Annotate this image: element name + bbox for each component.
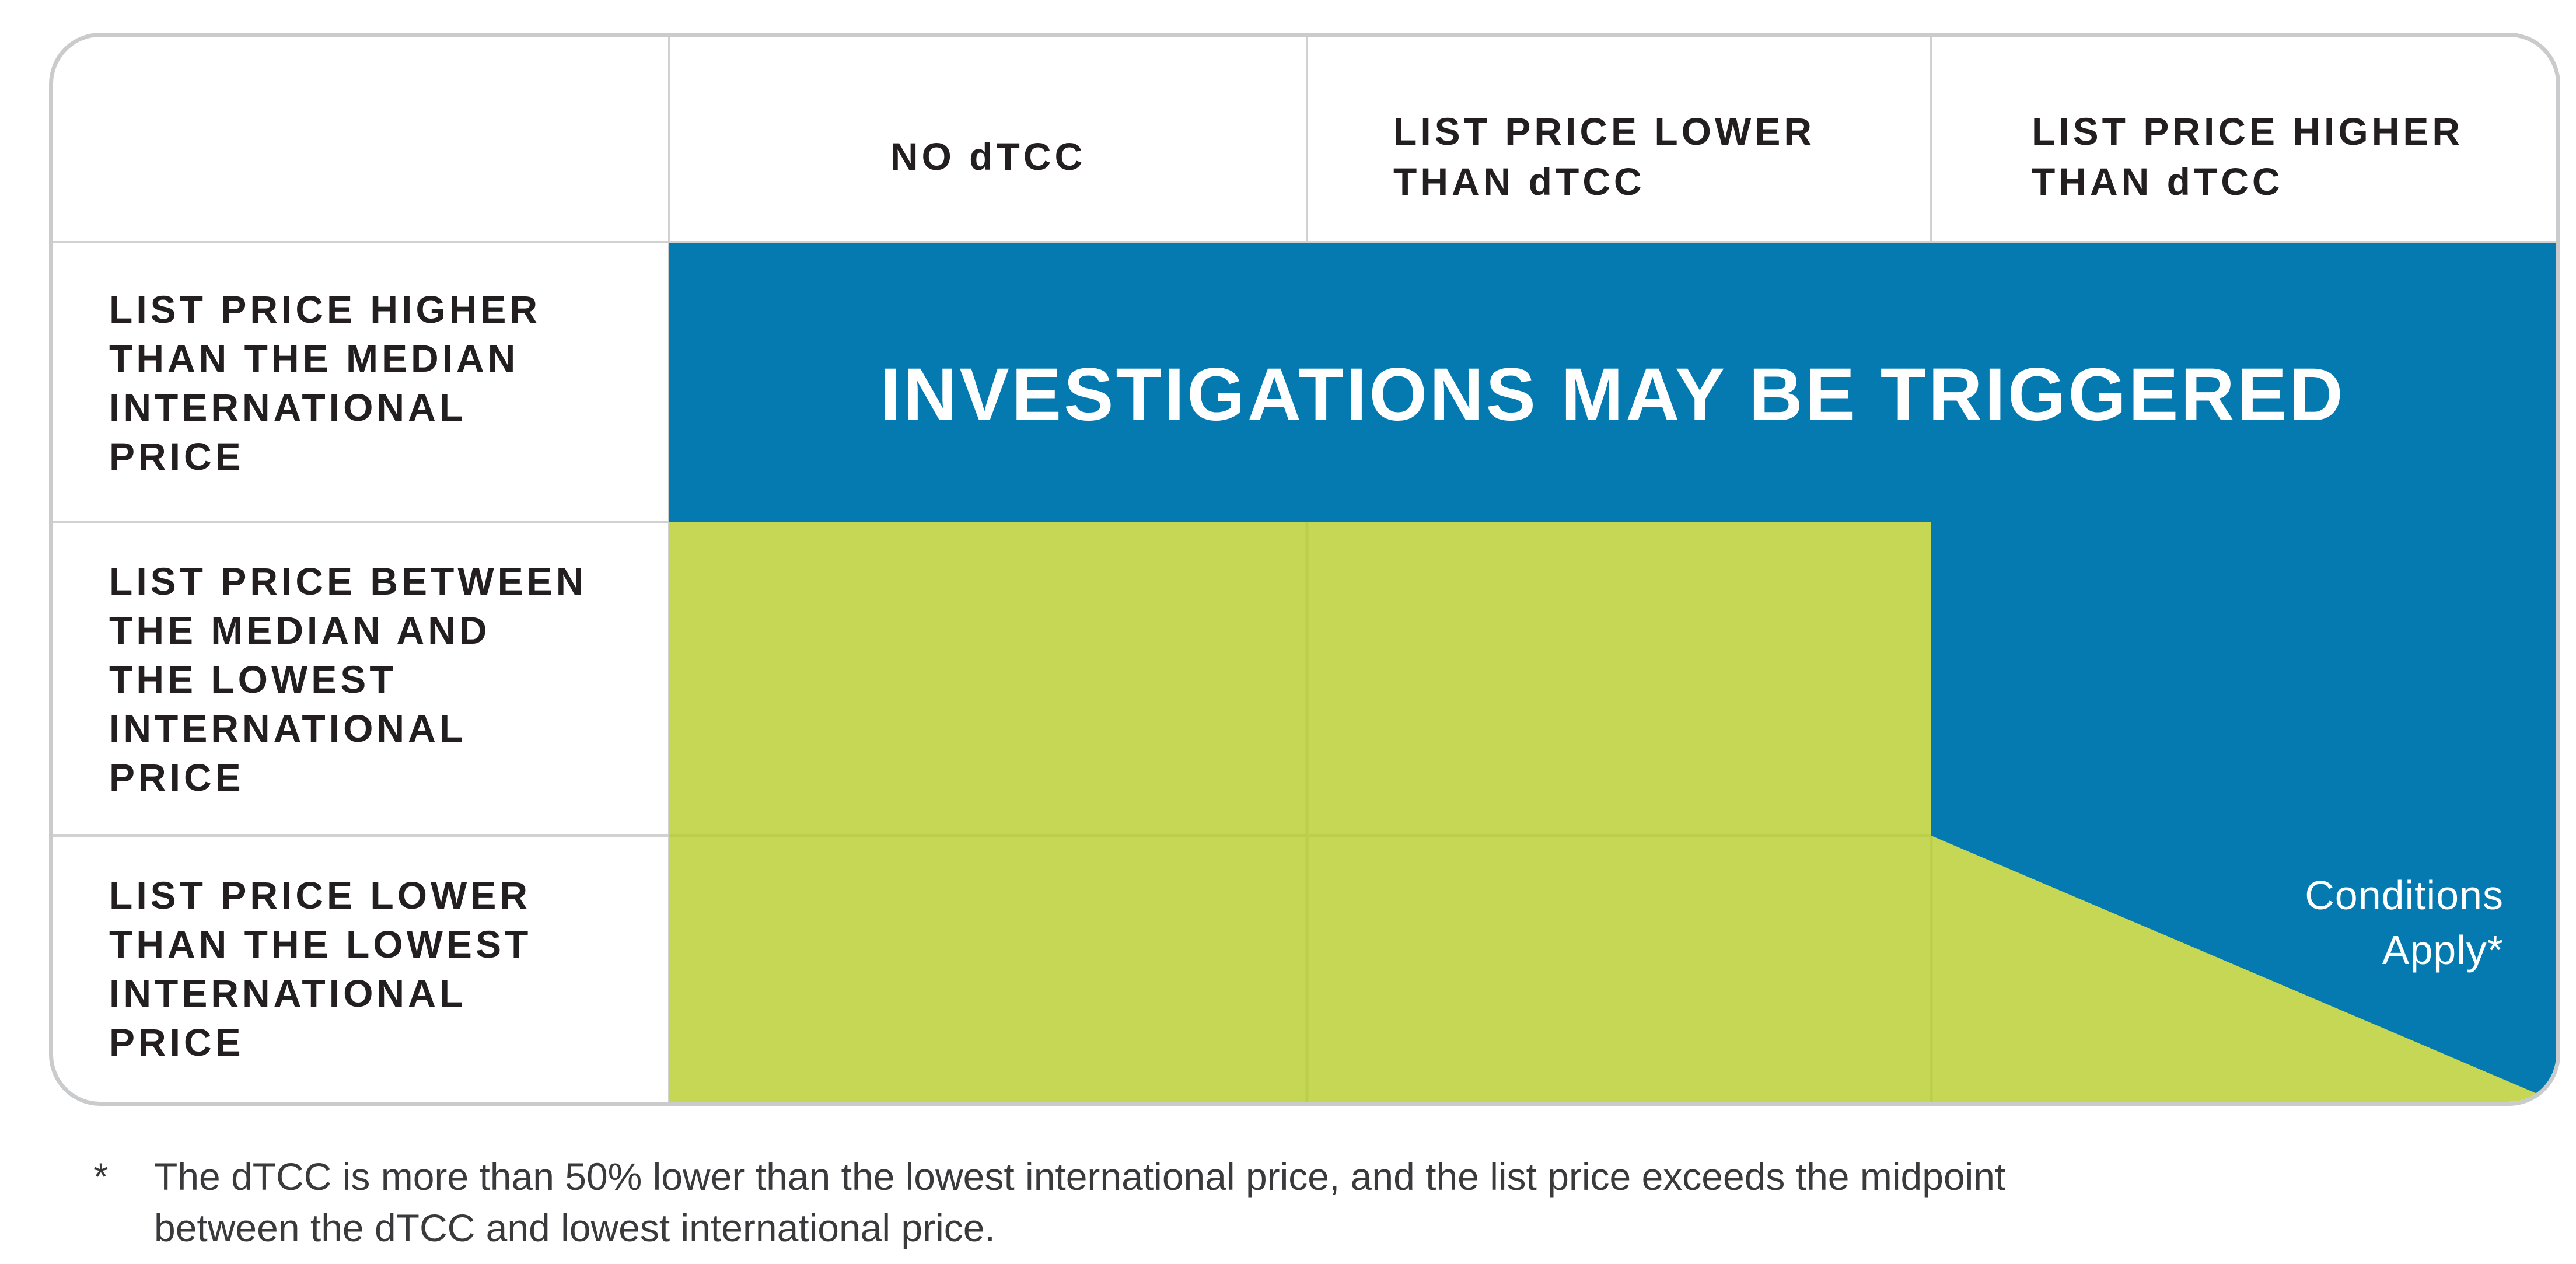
grid-line-row1-row2-labels	[53, 521, 669, 523]
blue-investigations-band	[669, 243, 2556, 522]
investigations-banner-label: INVESTIGATIONS MAY BE TRIGGERED	[880, 352, 2346, 437]
row-label-higher-than-median-international-price: LIST PRICE HIGHER THAN THE MEDIAN INTERN…	[109, 288, 541, 478]
footnote-text: The dTCC is more than 50% lower than the…	[154, 1155, 2006, 1249]
colored-region: INVESTIGATIONS MAY BE TRIGGERED Conditio…	[669, 243, 2556, 1102]
grid-line-col3-col4-header	[1930, 37, 1932, 243]
row-label-between-median-and-lowest-international-price: LIST PRICE BETWEEN THE MEDIAN AND THE LO…	[109, 559, 588, 799]
matrix-zones-graphic	[669, 243, 2556, 1102]
column-header-list-price-lower-than-dtcc: LIST PRICE LOWER THAN dTCC	[1393, 110, 1815, 203]
grid-line-row2-row3-labels	[53, 834, 669, 837]
grid-line-under-header	[53, 241, 2556, 243]
footnote: * The dTCC is more than 50% lower than t…	[93, 1151, 2515, 1253]
footnote-asterisk: *	[93, 1155, 109, 1198]
matrix-table: NO dTCC LIST PRICE LOWER THAN dTCC LIST …	[49, 33, 2560, 1106]
blue-right-column-with-diagonal	[1931, 522, 2556, 1102]
column-header-no-dtcc: NO dTCC	[890, 135, 1086, 178]
column-header-list-price-higher-than-dtcc: LIST PRICE HIGHER THAN dTCC	[2032, 110, 2464, 203]
row-label-lower-than-lowest-international-price: LIST PRICE LOWER THAN THE LOWEST INTERNA…	[109, 874, 532, 1064]
grid-line-col2-col3-header	[1306, 37, 1308, 243]
conditions-apply-label: Conditions Apply*	[2305, 872, 2504, 973]
